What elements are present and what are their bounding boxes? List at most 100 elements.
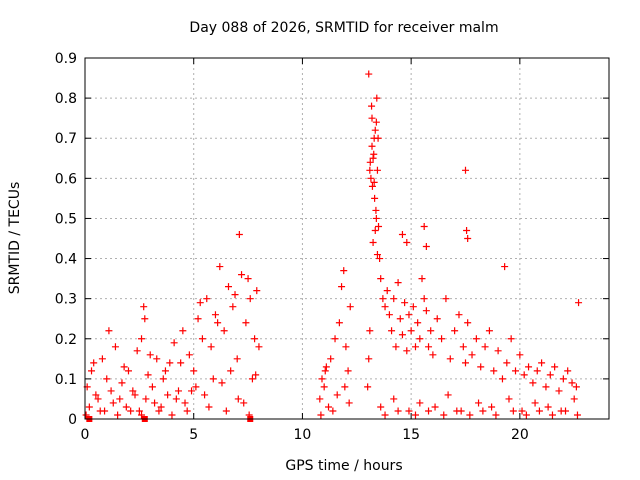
data-point	[570, 395, 578, 403]
data-point	[235, 230, 243, 238]
x-tick-label: 0	[81, 427, 90, 443]
data-point	[572, 383, 580, 391]
data-point	[141, 315, 149, 323]
y-tick-label: 0.6	[55, 171, 77, 187]
data-point	[374, 134, 382, 142]
data-point	[546, 371, 554, 379]
data-point	[216, 263, 224, 271]
y-tick-label: 0	[68, 412, 77, 428]
data-point	[135, 407, 143, 415]
data-point	[405, 407, 413, 415]
data-point	[253, 287, 261, 295]
data-point	[201, 391, 209, 399]
data-point	[322, 363, 330, 371]
x-tick-label: 20	[511, 427, 529, 443]
data-point	[573, 411, 581, 419]
data-point	[368, 142, 376, 150]
data-point	[390, 295, 398, 303]
data-point	[522, 411, 530, 419]
data-point	[369, 154, 377, 162]
data-point	[88, 367, 96, 375]
data-point	[166, 359, 174, 367]
data-point	[196, 299, 204, 307]
data-point	[377, 275, 385, 283]
data-point	[440, 411, 448, 419]
y-tick-label: 0.8	[55, 91, 77, 107]
data-point	[472, 335, 480, 343]
data-point	[373, 251, 381, 259]
data-point	[92, 391, 100, 399]
data-point	[122, 403, 130, 411]
data-point	[411, 343, 419, 351]
data-point	[222, 407, 230, 415]
data-point	[501, 263, 509, 271]
data-point	[318, 375, 326, 383]
x-tick-label: 5	[189, 427, 198, 443]
data-point	[411, 411, 419, 419]
data-point	[231, 291, 239, 299]
data-point	[518, 407, 526, 415]
y-tick-label: 0.2	[55, 332, 77, 348]
data-point	[377, 403, 385, 411]
data-point	[190, 367, 198, 375]
plot-frame	[84, 57, 610, 420]
y-tick-label: 0.4	[55, 252, 77, 268]
data-point	[372, 118, 380, 126]
data-point	[431, 403, 439, 411]
data-point	[371, 126, 379, 134]
data-point	[381, 303, 389, 311]
data-point	[238, 271, 246, 279]
data-point	[453, 407, 461, 415]
data-point	[142, 395, 150, 403]
data-point	[111, 343, 119, 351]
data-point	[233, 355, 241, 363]
data-point	[396, 315, 404, 323]
data-point	[525, 363, 533, 371]
data-point	[94, 395, 102, 403]
data-point	[371, 226, 379, 234]
data-point	[205, 403, 213, 411]
data-point	[379, 295, 387, 303]
data-point	[227, 367, 235, 375]
data-point	[129, 387, 137, 395]
data-point	[507, 335, 515, 343]
data-point	[317, 411, 325, 419]
data-point	[535, 407, 543, 415]
data-point	[194, 315, 202, 323]
y-axis-label: SRMTID / TECUs	[7, 182, 23, 295]
data-point	[429, 351, 437, 359]
data-point	[446, 355, 454, 363]
data-point	[240, 399, 248, 407]
y-tick-label: 0.5	[55, 211, 77, 227]
data-point	[118, 379, 126, 387]
data-point	[422, 307, 430, 315]
data-point	[155, 407, 163, 415]
data-point	[409, 303, 417, 311]
data-point	[327, 355, 335, 363]
data-point	[364, 383, 372, 391]
data-point	[366, 327, 374, 335]
data-point	[342, 343, 350, 351]
data-point	[485, 327, 493, 335]
data-point	[414, 319, 422, 327]
data-point	[390, 395, 398, 403]
data-point	[425, 343, 433, 351]
data-point	[365, 70, 373, 78]
data-point	[246, 295, 254, 303]
data-point	[103, 375, 111, 383]
data-point	[464, 319, 472, 327]
data-point	[335, 319, 343, 327]
data-point	[370, 178, 378, 186]
data-point	[433, 315, 441, 323]
data-point	[168, 411, 176, 419]
data-point	[427, 327, 435, 335]
data-point	[394, 279, 402, 287]
data-point	[211, 311, 219, 319]
data-point	[475, 399, 483, 407]
data-point	[555, 387, 563, 395]
data-point	[461, 166, 469, 174]
data-point	[381, 411, 389, 419]
data-point	[255, 343, 263, 351]
data-point	[220, 327, 228, 335]
data-point	[383, 287, 391, 295]
